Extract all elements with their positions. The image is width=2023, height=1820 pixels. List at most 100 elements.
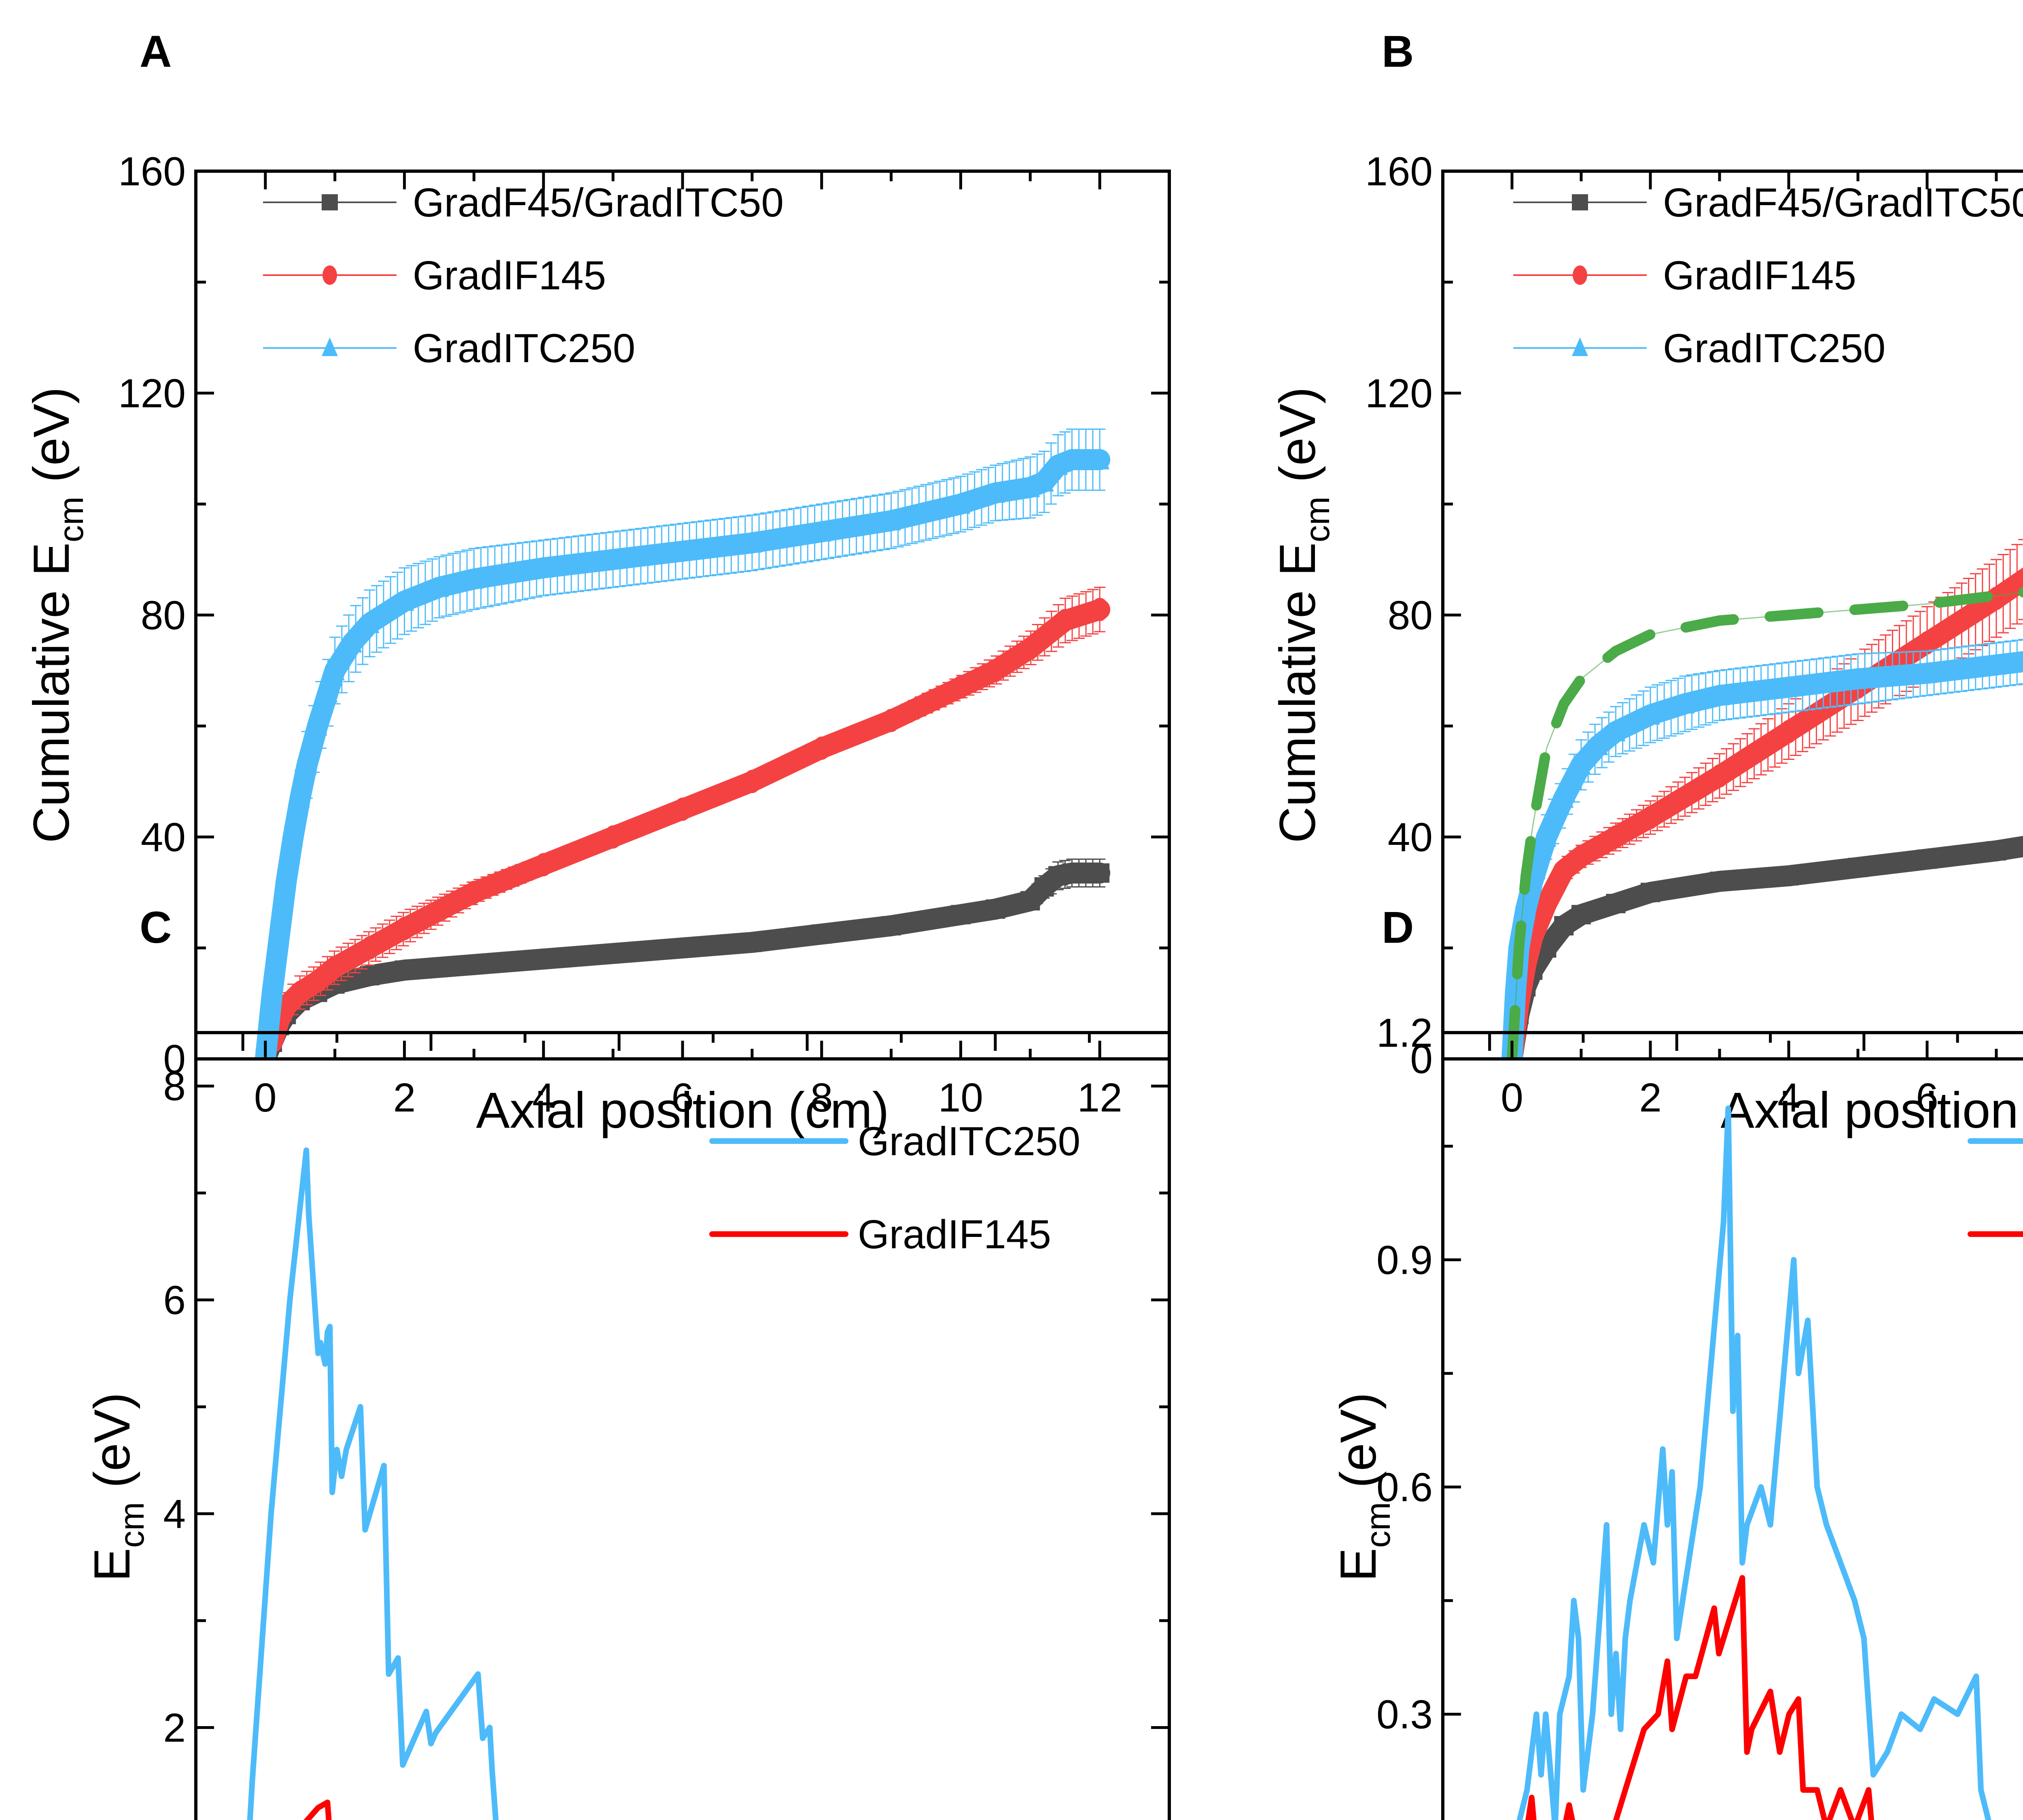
series-graditc250 [1501, 638, 2023, 1059]
y-tick-label: 0.6 [1376, 1465, 1433, 1510]
y-tick-label: 4 [163, 1491, 186, 1537]
legend-item: GradITC250 [263, 326, 635, 371]
data-point [263, 980, 282, 1002]
series-line [1516, 1105, 1991, 1820]
data-point [813, 736, 831, 760]
legend: GradITC250 GradIF145 [1968, 1138, 2023, 1237]
plot-frame [194, 1031, 1171, 1820]
series-reference-dashed- [1507, 587, 2023, 1059]
data-point [1571, 752, 1591, 775]
legend-item: GradIF145 [263, 253, 606, 298]
data-point [534, 949, 553, 969]
panel-letter-d: D [1382, 903, 1414, 952]
series-gradif145 [262, 586, 1111, 1054]
data-point [952, 675, 970, 699]
data-point [986, 659, 1004, 682]
legend-item: GradITC250 [709, 1119, 1080, 1164]
legend: GradF45/GradITC50 GradIF145 GradITC250 [263, 180, 784, 371]
data-point [882, 708, 900, 732]
data-point [1641, 806, 1659, 829]
panel-letter-a: A [140, 27, 172, 76]
y-tick-label: 8 [163, 1064, 186, 1109]
data-point [1516, 896, 1536, 919]
y-tick-label: 1.2 [1376, 1010, 1433, 1056]
x-axis-title: Axial position (cm) [476, 1082, 889, 1139]
x-tick-label: 2 [1639, 1075, 1662, 1120]
data-point [283, 824, 303, 847]
data-point [1034, 469, 1054, 492]
panel-letter-b: B [1382, 27, 1414, 76]
data-point [1779, 675, 1798, 697]
data-point [881, 916, 901, 935]
data-point [1779, 866, 1798, 886]
series-gradf45-graditc50 [1501, 836, 2023, 1059]
legend-marker-triangle-icon [1572, 337, 1588, 356]
legend-label: GradITC250 [858, 1119, 1080, 1164]
data-point [342, 630, 362, 653]
data-point [534, 853, 552, 876]
legend-marker-square-icon [1572, 194, 1588, 210]
data-point [1987, 652, 2006, 675]
data-point [269, 924, 289, 947]
series-gradif145 [1525, 1575, 1875, 1820]
data-point [1918, 631, 1936, 655]
data-point [743, 770, 761, 793]
data-point [1572, 844, 1590, 868]
data-point [1062, 447, 1082, 470]
data-point [360, 611, 380, 633]
data-point [1780, 720, 1798, 743]
data-point [394, 588, 414, 611]
legend-label: GradF45/GradITC50 [1663, 180, 2023, 225]
series-line [303, 1799, 332, 1820]
data-point [1710, 683, 1729, 705]
y-tick-label: 2 [163, 1705, 186, 1751]
y-tick-label: 0.9 [1376, 1238, 1433, 1283]
data-point [1062, 863, 1082, 883]
legend-item: GradITC250 [1513, 326, 1885, 371]
data-point [276, 869, 296, 891]
data-point [812, 519, 831, 542]
data-point [742, 530, 762, 553]
data-point [1848, 666, 1868, 689]
data-point [1848, 857, 1868, 877]
data-point [1091, 598, 1109, 622]
y-axis-title: Cumulative Ecm (eV) [1270, 387, 1337, 843]
series-graditc250 [247, 1147, 499, 1820]
data-point [395, 916, 414, 940]
y-axis-title: Ecm (eV) [1330, 1392, 1397, 1582]
y-axis-title: Ecm (eV) [84, 1392, 151, 1582]
data-point [951, 491, 971, 514]
y-tick-label: 120 [1365, 371, 1433, 416]
series-gradif145 [303, 1799, 332, 1820]
data-point [394, 960, 414, 980]
x-tick-label: 4 [532, 1075, 555, 1120]
y-tick-label: 80 [141, 593, 186, 638]
data-point [673, 938, 692, 958]
data-point [1987, 587, 2005, 610]
legend-label: GradITC250 [413, 326, 635, 371]
data-point [318, 680, 338, 702]
data-point [1537, 824, 1556, 847]
plot-frame [194, 170, 1171, 1061]
legend-label: GradIF145 [1663, 253, 1856, 298]
data-point [1506, 980, 1525, 1002]
data-point [1056, 609, 1074, 632]
series-line [1507, 587, 2023, 1059]
data-point [1090, 447, 1110, 470]
data-point [1571, 905, 1591, 925]
data-point [1711, 764, 1728, 788]
data-point [742, 933, 762, 952]
legend-marker-circle-icon [322, 265, 337, 285]
data-point [986, 480, 1005, 503]
data-point [986, 899, 1005, 919]
data-point [534, 555, 553, 578]
data-point [429, 575, 449, 597]
data-point [1090, 863, 1110, 883]
y-tick-label: 0 [1410, 1037, 1433, 1082]
y-tick-label: 40 [141, 815, 186, 860]
y-tick-label: 0 [163, 1037, 186, 1082]
data-point [290, 785, 310, 808]
x-tick-label: 10 [938, 1075, 983, 1120]
